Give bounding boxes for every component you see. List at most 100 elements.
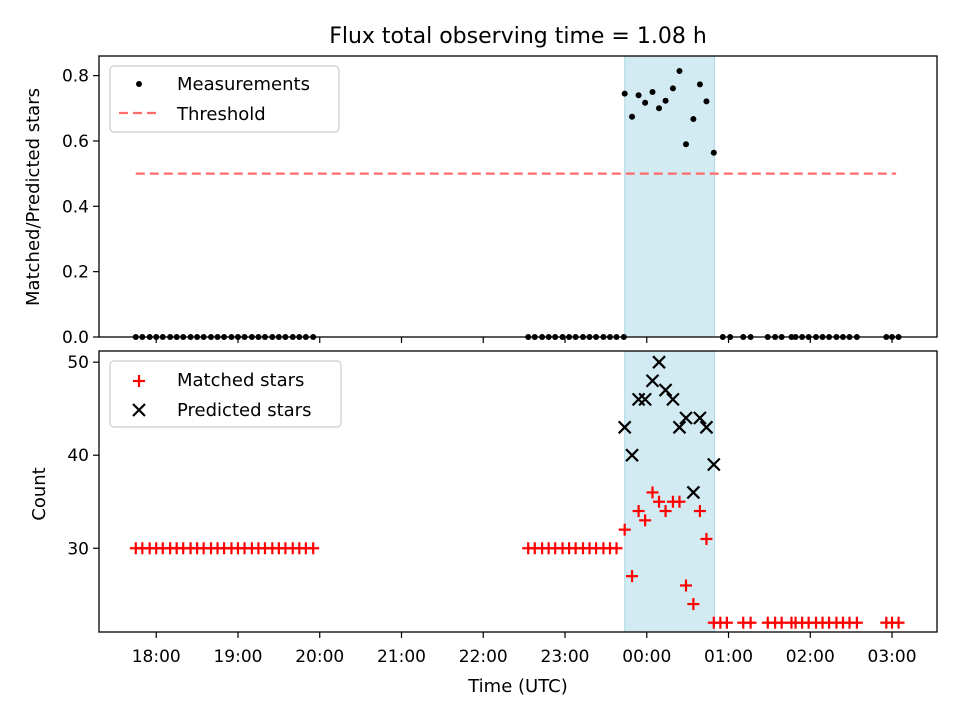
legend-matched-label: Matched stars [177,370,304,391]
top-axes-frame [98,55,938,338]
measurement-point [642,99,649,106]
predicted-star-point [693,411,707,425]
top-panel: 0.00.20.40.60.8 Matched/Predicted stars … [23,55,938,348]
measurement-point [696,81,703,88]
legend-predicted-label: Predicted stars [177,400,311,421]
measurement-point [629,113,636,120]
predicted-star-point [658,383,673,397]
x-tick-label: 21:00 [377,647,426,667]
predicted-star-stroke-b [707,457,721,472]
top-x-ticks [155,337,893,343]
predicted-star-point [617,420,632,435]
matched-star-point [626,570,639,583]
legend-predicted-marker [132,403,146,417]
predicted-star-stroke-b [693,411,707,425]
predicted-star-point [686,485,701,500]
bottom-y-axis-label: Count [29,467,50,520]
x-tick-label: 20:00 [295,647,344,667]
predicted-star-stroke-b [658,383,673,397]
top-y-tick-label: 0.6 [62,132,89,152]
matched-star-point [720,616,733,629]
predicted-star-point [638,392,652,407]
top-y-tick-label: 0.4 [62,197,89,217]
bottom-y-tick-label: 50 [67,353,89,373]
predicted-star-stroke-b [652,355,666,369]
top-legend-box [109,65,340,133]
matched-star-point [307,542,320,555]
matched-star-point [673,495,686,508]
predicted-star-stroke-b [679,411,693,425]
matched-star-point [632,505,645,518]
bottom-legend: Matched stars Predicted stars [109,360,342,428]
matched-star-point [744,616,757,629]
x-tick-label: 19:00 [213,647,262,667]
x-tick-label: 22:00 [459,647,508,667]
matched-star-point [639,514,652,527]
bottom-legend-box [109,360,342,428]
legend-measurements-label: Measurements [177,74,310,95]
bottom-panel: 30 40 50 18:00 19:00 20:00 21:00 22:00 23:00 00:… [29,350,938,697]
predicted-star-point [707,457,721,472]
matched-star-point [693,505,706,518]
top-legend: Measurements Threshold [109,65,340,133]
x-axis-label: Time (UTC) [467,676,568,697]
matched-star-point [653,495,666,508]
predicted-star-point [699,420,714,435]
predicted-star-stroke-b [699,420,714,435]
matched-star-point [618,523,631,536]
predicted-star-point [645,373,660,388]
top-highlight-span [624,55,716,338]
bottom-x-ticks: 18:00 19:00 20:00 21:00 22:00 23:00 00:00 01:00… [132,632,917,667]
measurement-point [683,141,690,148]
top-y-tick-label: 0.2 [62,263,89,283]
predicted-star-stroke-b [625,448,639,462]
measurement-point [676,68,683,75]
bottom-points [129,355,905,629]
top-y-tick-label: 0.0 [62,328,89,348]
matched-star-point [646,486,659,499]
predicted-star-point [625,448,639,462]
x-tick-label: 23:00 [541,647,590,667]
predicted-star-stroke-b [686,485,701,500]
measurement-point [649,88,656,95]
matched-star-point [700,532,713,545]
bottom-y-tick-label: 30 [67,539,89,559]
matched-star-point [892,616,905,629]
matched-star-point [680,579,693,592]
measurement-point [710,149,717,156]
x-tick-label: 00:00 [622,647,671,667]
measurement-point [635,92,642,99]
predicted-star-stroke-b [617,420,632,435]
predicted-star-point [679,411,693,425]
bottom-y-ticks: 30 40 50 [67,353,99,559]
x-tick-label: 02:00 [786,647,835,667]
measurement-point [662,97,669,104]
legend-measurements-marker [136,81,142,87]
chart-title: Flux total observing time = 1.08 h [329,24,707,49]
top-y-ticks: 0.0 0.2 0.4 0.6 0.8 [62,67,99,348]
legend-threshold-label: Threshold [176,104,266,125]
measurement-point [656,105,663,112]
predicted-star-stroke-b [645,373,660,388]
predicted-star-point [666,392,680,407]
measurement-point [669,85,676,92]
predicted-star-point [652,355,666,369]
predicted-star-stroke-b [666,392,680,407]
measurement-point [621,90,628,97]
matched-star-point [687,598,700,611]
bottom-axes-frame [98,350,938,633]
legend-matched-marker [133,375,145,387]
bottom-y-tick-label: 40 [67,446,89,466]
top-y-tick-label: 0.8 [62,67,89,87]
x-tick-label: 18:00 [132,647,181,667]
measurement-point [703,98,710,105]
matched-star-point [659,505,672,518]
predicted-star-point [672,420,687,435]
matched-star-point [610,542,623,555]
top-highlight-rect [624,55,716,338]
predicted-star-stroke-b [638,392,652,407]
matched-star-point [850,616,863,629]
x-tick-label: 01:00 [704,647,753,667]
measurement-point [690,116,697,123]
